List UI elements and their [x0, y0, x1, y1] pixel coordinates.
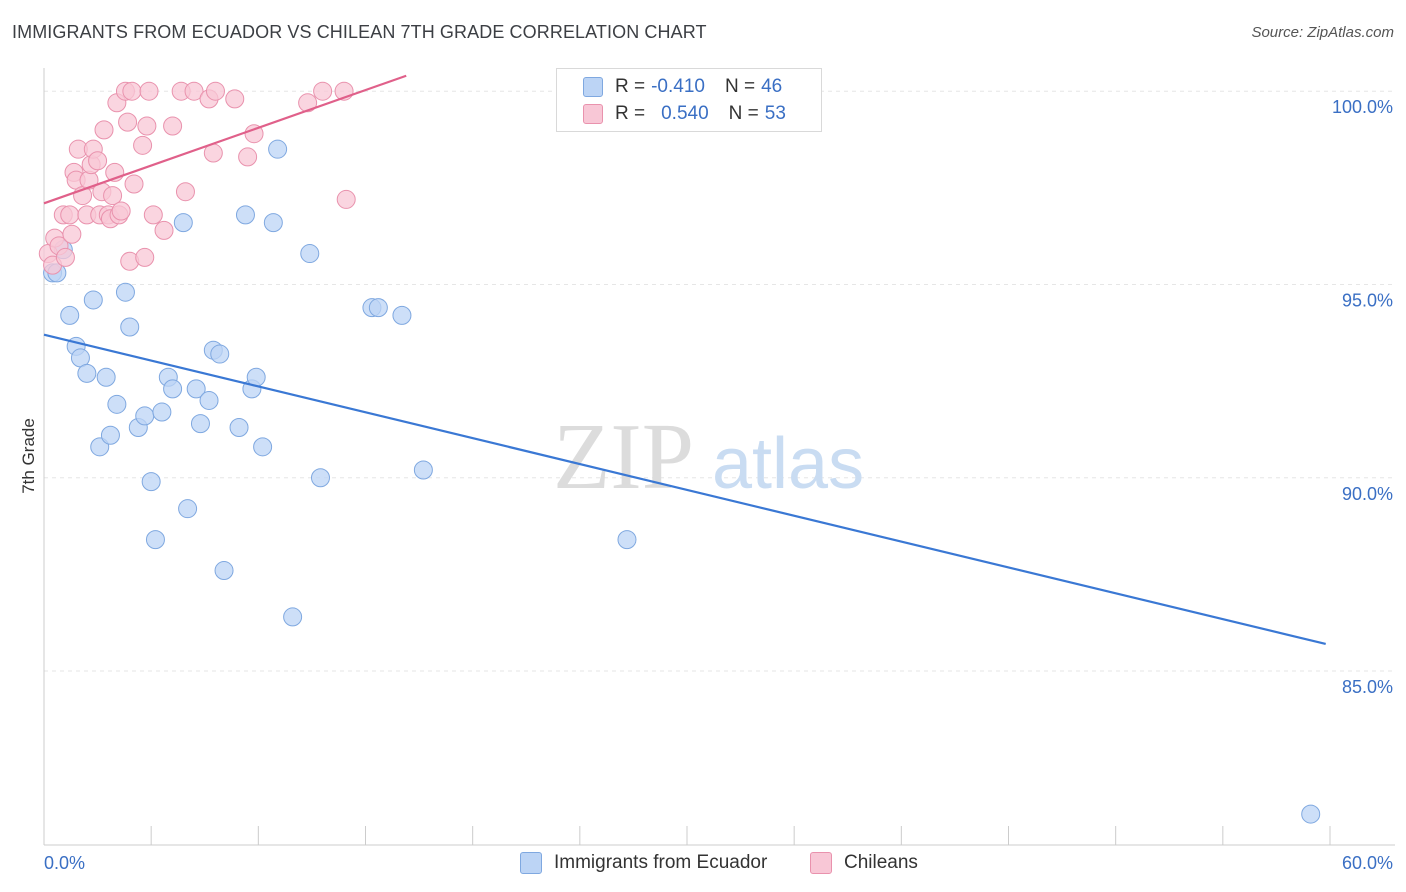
point-ecuador [617, 530, 637, 550]
point-chileans [163, 116, 183, 136]
point-ecuador [214, 561, 234, 581]
point-ecuador [190, 414, 210, 434]
point-chileans [184, 81, 204, 101]
point-chileans [118, 112, 138, 132]
point-chileans [154, 220, 174, 240]
point-ecuador [392, 305, 412, 325]
point-chileans [139, 81, 159, 101]
point-ecuador [83, 290, 103, 310]
trend-line-ecuador [43, 333, 1326, 646]
y-tick-label: 90.0% [1342, 484, 1393, 504]
y-tick-label: 85.0% [1342, 677, 1393, 697]
point-ecuador [186, 379, 206, 399]
point-chileans [135, 247, 155, 267]
point-ecuador [199, 390, 219, 410]
point-ecuador [120, 317, 140, 337]
point-ecuador [135, 406, 155, 426]
point-ecuador [235, 205, 255, 225]
point-chileans [298, 93, 318, 113]
watermark-zip: ZIP [553, 405, 694, 509]
y-tick-labels: 100.0% 95.0% 90.0% 85.0% [1332, 97, 1393, 697]
legend-row-chileans: R = 0.540 N = 53 [583, 101, 786, 127]
y-axis-label: 7th Grade [19, 418, 38, 494]
point-ecuador [163, 379, 183, 399]
legend-swatch-chileans [583, 104, 603, 124]
point-ecuador [115, 282, 135, 302]
chart-title: IMMIGRANTS FROM ECUADOR VS CHILEAN 7TH G… [12, 22, 707, 42]
point-chileans [244, 124, 264, 144]
point-chileans [55, 247, 75, 267]
y-tick-label: 100.0% [1332, 97, 1393, 117]
point-ecuador [283, 607, 303, 627]
point-chileans [60, 205, 80, 225]
legend-n-label: N = [728, 103, 759, 124]
point-ecuador [178, 499, 198, 519]
point-ecuador [229, 418, 249, 438]
point-chileans [313, 81, 333, 101]
trend-lines [43, 74, 1326, 646]
point-ecuador [268, 139, 288, 159]
point-ecuador [141, 472, 161, 492]
source-label: Source: ZipAtlas.com [1251, 24, 1394, 41]
point-ecuador [100, 425, 120, 445]
y-tick-label: 95.0% [1342, 290, 1393, 310]
point-chileans [94, 120, 114, 140]
point-ecuador [96, 367, 116, 387]
point-chileans [225, 89, 245, 109]
point-chileans [133, 135, 153, 155]
bottom-legend-swatch-chileans [810, 852, 832, 874]
point-chileans [122, 81, 142, 101]
point-ecuador [77, 363, 97, 383]
bottom-legend-ecuador: Immigrants from Ecuador [520, 852, 767, 874]
legend-n-value: 53 [764, 103, 786, 124]
axes [43, 68, 1395, 846]
point-chileans [111, 201, 131, 221]
point-ecuador [210, 344, 230, 364]
point-chileans [88, 151, 108, 171]
point-ecuador [107, 394, 127, 414]
point-ecuador [253, 437, 273, 457]
legend-n-label: N = [724, 76, 756, 97]
legend-r-label: R = [615, 76, 646, 97]
point-chileans [137, 116, 157, 136]
legend-r-value: 0.540 [661, 103, 709, 124]
point-chileans [62, 224, 82, 244]
watermark-atlas: atlas [712, 424, 864, 504]
bottom-legend-label-chileans: Chileans [844, 852, 918, 873]
x-tick-label-max: 60.0% [1342, 853, 1393, 873]
bottom-legend-swatch-ecuador [520, 852, 542, 874]
point-ecuador [368, 298, 388, 318]
point-ecuador [263, 213, 283, 233]
point-chileans [336, 189, 356, 209]
stats-legend: R = -0.410 N = 46 R = 0.540 N = 53 [556, 68, 822, 132]
x-tick-label-min: 0.0% [44, 853, 85, 873]
bottom-legend-label-ecuador: Immigrants from Ecuador [554, 852, 768, 873]
point-chileans [238, 147, 258, 167]
legend-r-value: -0.410 [651, 76, 705, 97]
bottom-legend-chileans: Chileans [810, 852, 918, 874]
point-ecuador [173, 213, 193, 233]
point-ecuador [60, 305, 80, 325]
point-ecuador [1301, 804, 1321, 824]
point-ecuador [300, 244, 320, 264]
legend-swatch-ecuador [583, 77, 603, 97]
point-chileans [175, 182, 195, 202]
trend-line-chileans [43, 74, 407, 205]
point-ecuador [413, 460, 433, 480]
legend-n-value: 46 [761, 76, 783, 97]
point-chileans [103, 186, 123, 206]
watermark: ZIP atlas [553, 405, 864, 509]
x-ticks [43, 826, 1331, 845]
point-ecuador [145, 530, 165, 550]
legend-r-label: R = [615, 103, 646, 124]
point-ecuador [310, 468, 330, 488]
point-chileans [205, 81, 225, 101]
point-chileans [124, 174, 144, 194]
point-ecuador [152, 402, 172, 422]
legend-row-ecuador: R = -0.410 N = 46 [583, 74, 782, 100]
point-chileans [143, 205, 163, 225]
